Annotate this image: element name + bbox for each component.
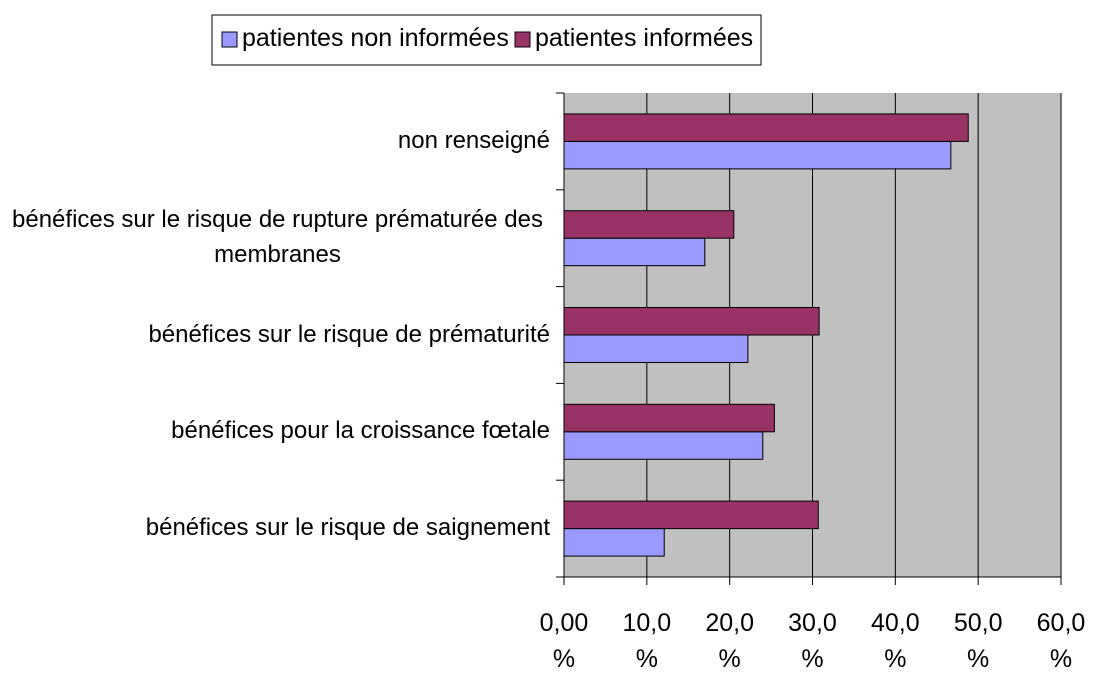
- bar: [563, 334, 749, 363]
- y-tick-label-text: non renseigné: [397, 126, 550, 154]
- x-tick-label: 30,0 %: [788, 609, 837, 674]
- y-tick-label-text: bénéfices sur le risque de prématurité: [148, 320, 550, 348]
- legend-box: [211, 14, 762, 66]
- bar: [563, 500, 819, 530]
- bar: [563, 431, 764, 460]
- x-tick-label: 50,0 %: [953, 609, 1003, 674]
- y-tick-label: bénéfices sur le risque de rupture préma…: [0, 203, 550, 273]
- bar: [563, 113, 969, 142]
- y-tick-label-text: bénéfices sur le risque de rupture préma…: [12, 206, 543, 268]
- legend-swatch: [221, 31, 238, 48]
- x-tick-label: 20,0 %: [705, 609, 754, 674]
- legend-label: patientes non informées: [242, 24, 509, 52]
- legend-swatch: [514, 31, 531, 48]
- legend-label: patientes informées: [535, 24, 754, 52]
- bar: [563, 140, 952, 170]
- bar: [563, 237, 706, 267]
- y-tick-label: non renseigné: [0, 124, 550, 159]
- bar: [563, 528, 665, 557]
- y-tick-label-text: bénéfices sur le risque de saignement: [145, 514, 550, 542]
- x-tick-label: 40,0 %: [870, 609, 920, 674]
- x-tick-label: 0,00 %: [539, 609, 589, 674]
- x-tick-label: 10,0 %: [622, 609, 672, 674]
- y-tick-label-text: bénéfices pour la croissance fœtale: [171, 417, 550, 445]
- bar: [563, 403, 775, 433]
- y-tick-label: bénéfices sur le risque de prématurité: [0, 318, 550, 353]
- bar: [563, 210, 735, 239]
- bar: [563, 307, 820, 336]
- y-tick-label: bénéfices pour la croissance fœtale: [0, 414, 550, 449]
- x-tick-label: 60,0 %: [1036, 609, 1086, 674]
- y-tick-label: bénéfices sur le risque de saignement: [0, 511, 550, 546]
